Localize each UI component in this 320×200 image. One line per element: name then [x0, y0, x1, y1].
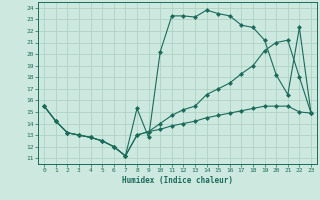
X-axis label: Humidex (Indice chaleur): Humidex (Indice chaleur) — [122, 176, 233, 185]
